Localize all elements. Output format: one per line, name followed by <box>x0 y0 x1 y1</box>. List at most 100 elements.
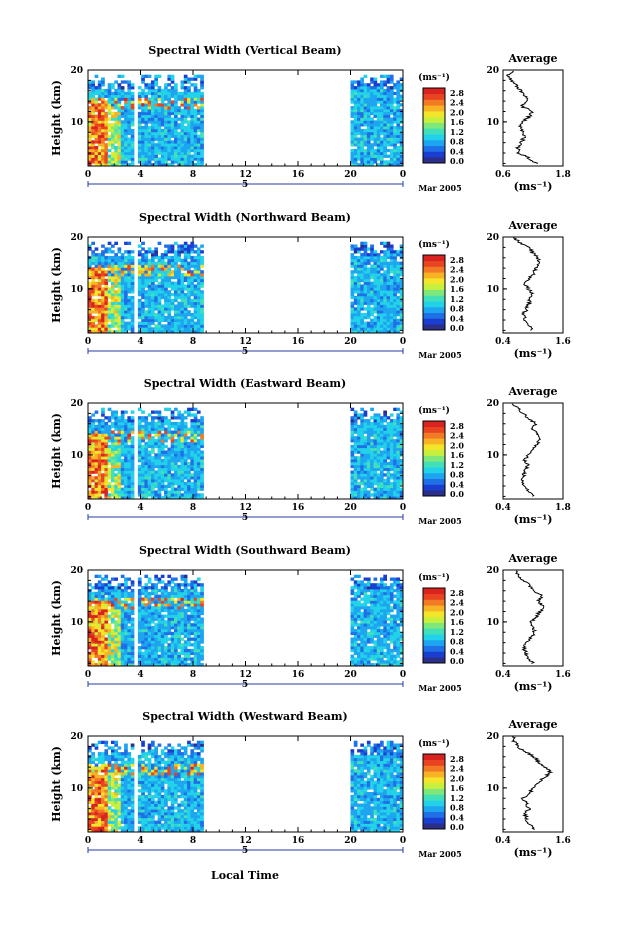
heatmap-cell <box>97 120 102 124</box>
heatmap-cell <box>97 83 102 87</box>
heatmap-cell <box>170 163 175 167</box>
heatmap-cell <box>396 134 401 138</box>
heatmap-cell <box>177 267 181 271</box>
heatmap-cell <box>396 473 401 477</box>
heatmap-cell <box>357 114 361 118</box>
heatmap-cell <box>104 439 109 443</box>
heatmap-cell <box>157 97 162 101</box>
heatmap-cell <box>350 264 355 268</box>
heatmap-cell <box>360 120 364 124</box>
heatmap-cell <box>88 583 92 587</box>
heatmap-cell <box>370 86 374 90</box>
heatmap-cell <box>130 444 135 449</box>
heatmap-cell <box>376 273 381 277</box>
heatmap-cell <box>386 270 391 274</box>
colorbar-tick-label: 2.8 <box>450 255 464 265</box>
heatmap-cell <box>200 330 204 334</box>
heatmap-cell <box>127 154 132 158</box>
heatmap-cell <box>160 450 165 454</box>
heatmap-cell <box>97 643 102 647</box>
heatmap-cell <box>174 330 178 334</box>
heatmap-cell <box>357 247 361 251</box>
heatmap-cell <box>160 427 165 431</box>
heatmap-cell <box>141 597 145 601</box>
heatmap-cell <box>350 244 355 248</box>
heatmap-cell <box>91 467 95 471</box>
heatmap-cell <box>151 117 155 121</box>
heatmap-cell <box>157 284 162 288</box>
heatmap-cell <box>94 157 99 161</box>
heatmap-cell <box>180 97 185 101</box>
heatmap-cell <box>137 608 142 613</box>
heatmap-cell <box>183 146 188 150</box>
heatmap-cell <box>107 103 112 107</box>
heatmap-cell <box>137 473 142 477</box>
heatmap-cell <box>164 427 168 431</box>
heatmap-cell <box>366 453 371 457</box>
heatmap-cell <box>111 140 115 144</box>
heatmap-cell <box>370 77 374 81</box>
heatmap-cell <box>399 247 404 251</box>
heatmap-cell <box>180 284 185 288</box>
heatmap-cell <box>360 290 364 294</box>
heatmap-cell <box>151 419 155 423</box>
heatmap-cell <box>393 433 397 437</box>
heatmap-cell <box>193 487 198 491</box>
heatmap-cell <box>353 470 358 474</box>
heatmap-cell <box>360 273 364 277</box>
heatmap-cell <box>373 427 378 431</box>
heatmap-cell <box>137 117 142 121</box>
heatmap-cell <box>196 88 201 93</box>
heatmap-cell <box>360 315 364 320</box>
heatmap-cell <box>97 580 102 584</box>
heatmap-cell <box>91 470 95 474</box>
heatmap-cell <box>187 160 191 164</box>
heatmap-cell <box>147 275 152 280</box>
heatmap-cell <box>104 91 109 96</box>
heatmap-cell <box>124 313 128 317</box>
heatmap-cell <box>107 484 112 488</box>
heatmap-cell <box>154 290 158 294</box>
heatmap-cell <box>97 603 102 607</box>
heatmap-cell <box>386 327 391 331</box>
heatmap-cell <box>350 123 355 127</box>
heatmap-cell <box>114 91 118 96</box>
heatmap-cell <box>373 461 378 466</box>
heatmap-cell <box>130 660 135 664</box>
heatmap-cell <box>164 275 168 280</box>
heatmap-cell <box>196 470 201 474</box>
heatmap-cell <box>151 88 155 93</box>
heatmap-cell <box>101 591 105 596</box>
heatmap-cell <box>97 586 102 590</box>
heatmap-cell <box>396 490 401 494</box>
heatmap-cell <box>137 580 142 584</box>
heatmap-cell <box>88 473 92 477</box>
heatmap-cell <box>137 293 142 297</box>
heatmap-cell <box>366 461 371 466</box>
heatmap-cell <box>91 307 95 311</box>
heatmap-cell <box>386 295 391 300</box>
heatmap-cell <box>380 80 384 84</box>
heatmap-cell <box>151 461 155 466</box>
heatmap-cell <box>88 591 92 596</box>
heatmap-cell <box>180 436 185 440</box>
heatmap-cell <box>107 637 112 641</box>
heatmap-cell <box>137 481 142 486</box>
heatmap-cell <box>154 493 158 497</box>
heatmap-cell <box>350 470 355 474</box>
heatmap-cell <box>190 484 195 488</box>
heatmap-cell <box>130 284 135 288</box>
heatmap-cell <box>147 284 152 288</box>
heatmap-cell <box>357 264 361 268</box>
heatmap-cell <box>164 456 168 460</box>
heatmap-cell <box>183 137 188 141</box>
heatmap-cell <box>124 473 128 477</box>
heatmap-cell <box>88 441 92 446</box>
heatmap-cell <box>164 131 168 136</box>
heatmap-cell <box>190 476 195 480</box>
heatmap-cell <box>130 100 135 104</box>
heatmap-cell <box>127 284 132 288</box>
heatmap-cell <box>114 410 118 414</box>
heatmap-cell <box>183 250 188 254</box>
